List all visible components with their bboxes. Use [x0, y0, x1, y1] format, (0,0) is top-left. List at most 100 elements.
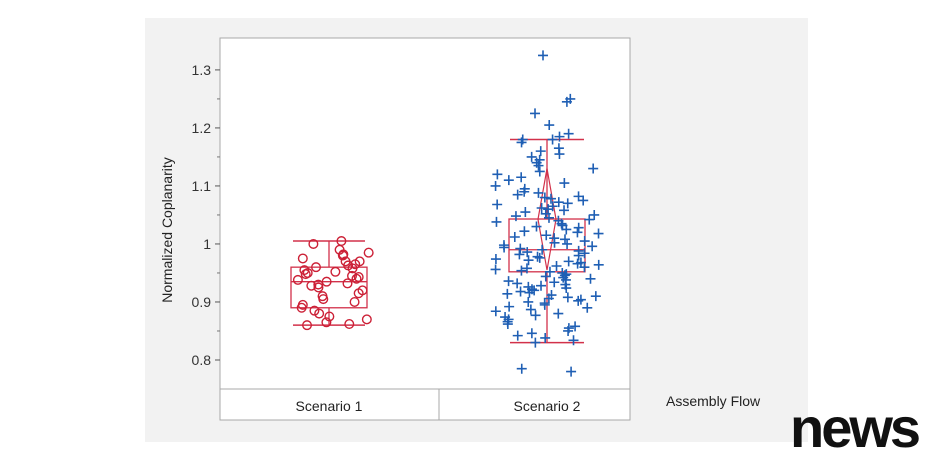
point-scenario-2 [499, 242, 510, 253]
point-scenario-2 [539, 192, 550, 203]
point-scenario-2 [549, 277, 560, 288]
point-scenario-2 [572, 258, 583, 269]
point-scenario-2 [541, 230, 552, 241]
point-scenario-2 [554, 149, 565, 160]
x-axis-label: Assembly Flow [666, 393, 761, 409]
point-scenario-1 [347, 263, 358, 274]
point-scenario-2 [561, 96, 572, 107]
point-scenario-1 [349, 296, 360, 307]
y-axis: 0.8 0.9 1 1.1 1.2 1.3 [192, 62, 220, 368]
point-scenario-2 [578, 195, 589, 206]
point-scenario-2 [572, 227, 583, 238]
point-scenario-2 [510, 211, 521, 222]
point-scenario-2 [573, 222, 584, 233]
point-scenario-2 [582, 302, 593, 313]
point-scenario-2 [584, 214, 595, 225]
point-scenario-2 [563, 325, 574, 336]
point-scenario-2 [512, 189, 523, 200]
point-scenario-2 [533, 160, 544, 171]
point-scenario-1 [297, 253, 308, 264]
point-scenario-2 [516, 363, 527, 374]
point-scenario-1 [308, 238, 319, 249]
point-scenario-2 [587, 241, 598, 252]
point-scenario-2 [519, 226, 530, 237]
point-scenario-2 [568, 335, 579, 346]
point-scenario-2 [559, 234, 570, 245]
point-scenario-2 [503, 175, 514, 186]
point-scenario-2 [524, 287, 535, 298]
point-scenario-2 [540, 332, 551, 343]
point-scenario-1 [299, 265, 310, 276]
point-scenario-1 [330, 266, 341, 277]
point-scenario-2 [523, 255, 534, 266]
point-scenario-1 [314, 308, 325, 319]
x-category-label: Scenario 2 [514, 398, 581, 414]
point-scenario-2 [520, 207, 531, 218]
point-scenario-2 [514, 249, 525, 260]
point-scenario-2 [543, 293, 554, 304]
point-scenario-2 [563, 256, 574, 267]
point-scenario-2 [545, 193, 556, 204]
point-scenario-2 [516, 265, 527, 276]
point-scenario-2 [588, 163, 599, 174]
point-scenario-2 [526, 328, 537, 339]
point-scenario-2 [533, 187, 544, 198]
point-scenario-2 [521, 263, 532, 274]
point-scenario-2 [544, 120, 555, 131]
point-scenario-2 [585, 273, 596, 284]
point-scenario-2 [573, 295, 584, 306]
point-scenario-2 [562, 292, 573, 303]
point-scenario-1 [353, 272, 364, 283]
point-scenario-2 [544, 266, 555, 277]
point-scenario-2 [553, 197, 564, 208]
y-tick-label: 1 [203, 236, 211, 252]
point-scenario-2 [561, 283, 572, 294]
point-scenario-2 [562, 238, 573, 249]
x-axis-categories: Scenario 1 Scenario 2 [296, 398, 581, 414]
point-scenario-2 [559, 178, 570, 189]
x-category-label: Scenario 1 [296, 398, 363, 414]
point-scenario-2 [579, 248, 590, 259]
point-scenario-2 [502, 288, 513, 299]
point-scenario-2 [549, 237, 560, 248]
y-tick-label: 1.1 [192, 178, 212, 194]
point-scenario-2 [538, 50, 549, 61]
point-scenario-2 [519, 186, 530, 197]
point-scenario-2 [570, 321, 581, 332]
point-scenario-2 [492, 199, 503, 210]
point-scenario-2 [515, 286, 526, 297]
point-scenario-2 [540, 271, 551, 282]
point-scenario-1 [361, 314, 372, 325]
point-scenario-2 [556, 218, 567, 229]
point-scenario-2 [523, 296, 534, 307]
point-scenario-2 [516, 137, 527, 148]
point-scenario-2 [525, 304, 536, 315]
point-scenario-2 [573, 250, 584, 261]
point-scenario-2 [562, 198, 573, 209]
box-iqr [290, 266, 368, 309]
point-scenario-1 [300, 269, 311, 280]
point-scenario-2 [561, 224, 572, 235]
point-scenario-2 [491, 216, 502, 227]
point-scenario-1 [342, 278, 353, 289]
point-scenario-2 [590, 291, 601, 302]
point-scenario-2 [534, 252, 545, 263]
y-tick-label: 0.8 [192, 352, 212, 368]
point-scenario-2 [536, 280, 547, 291]
point-scenario-1 [337, 250, 348, 261]
point-scenario-2 [559, 205, 570, 216]
point-scenario-2 [554, 131, 565, 142]
point-scenario-1 [296, 302, 307, 313]
point-scenario-2 [534, 166, 545, 177]
point-scenario-1 [351, 273, 362, 284]
point-scenario-1 [344, 319, 355, 330]
point-scenario-2 [490, 306, 501, 317]
point-scenario-2 [530, 108, 541, 119]
point-scenario-2 [512, 330, 523, 341]
point-scenario-2 [551, 261, 562, 272]
news-watermark: news [790, 396, 921, 459]
point-scenario-2 [589, 209, 600, 220]
data-points [292, 50, 604, 377]
point-scenario-2 [490, 254, 501, 265]
point-scenario-1 [353, 288, 364, 299]
